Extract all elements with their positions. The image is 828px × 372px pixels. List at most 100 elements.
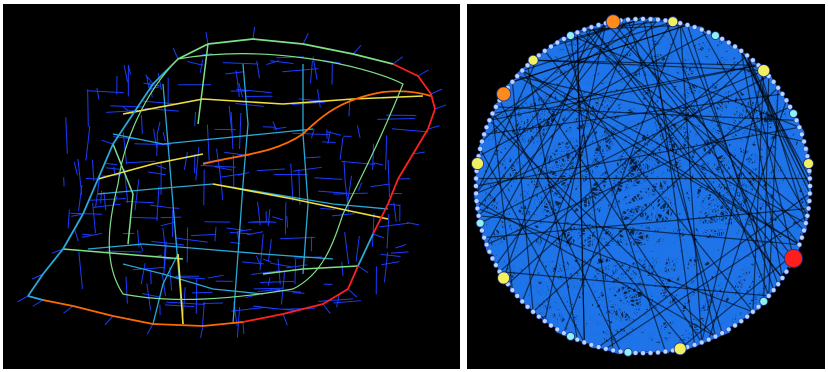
graph-node <box>783 97 790 104</box>
graph-edge-gap <box>475 55 540 194</box>
street-segment <box>125 276 128 304</box>
ring-road-segment <box>177 43 209 60</box>
street-segment <box>284 202 287 235</box>
graph-edge-gap <box>746 55 810 209</box>
street-segment <box>318 190 347 194</box>
graph-node <box>803 220 809 226</box>
ring-road-segment <box>352 53 394 65</box>
graph-edge-gap <box>489 64 759 121</box>
street-segment <box>282 313 288 326</box>
graph-node <box>561 330 567 336</box>
graph-node-highlight <box>475 218 485 228</box>
graph-node <box>542 48 548 54</box>
street-segment <box>214 227 217 242</box>
street-segment <box>355 235 360 262</box>
graph-node <box>475 213 482 219</box>
street-segment <box>78 184 83 212</box>
graph-edge-gap <box>512 24 688 83</box>
graph-node-highlight <box>673 342 687 356</box>
ring-road-segment <box>207 38 254 45</box>
graph-node <box>805 205 812 212</box>
graph-edge <box>657 19 811 194</box>
ring-road-segment <box>112 315 154 325</box>
street-segment <box>344 232 350 265</box>
graph-node-highlight <box>497 271 511 285</box>
street-segment <box>125 200 154 204</box>
graph-node <box>617 348 624 355</box>
street-network-map <box>17 27 447 338</box>
street-segment <box>387 159 390 197</box>
graph-node <box>640 16 646 22</box>
ring-road-segment <box>430 93 436 110</box>
street-segment <box>207 274 224 279</box>
graph-node <box>766 293 772 299</box>
graph-node <box>744 52 750 59</box>
ring-road-segment <box>152 323 204 327</box>
street-segment <box>146 283 152 311</box>
graph-node <box>554 326 561 333</box>
graph-node <box>801 227 807 234</box>
graph-node <box>807 190 813 197</box>
graph-node-highlight <box>623 347 633 357</box>
street-segment <box>294 259 297 285</box>
graph-edge-gap <box>627 19 723 334</box>
graph-node <box>489 110 496 117</box>
ring-road-segment <box>357 233 374 267</box>
street-segment <box>239 112 242 149</box>
street-segment <box>372 162 384 166</box>
graph-edge <box>521 113 794 302</box>
street-segment <box>395 243 407 249</box>
graph-node <box>719 36 725 42</box>
street-segment <box>386 213 390 249</box>
street-segment <box>327 130 331 144</box>
street-segment <box>270 262 292 268</box>
graph-edge-gap <box>492 64 759 115</box>
graph-node <box>489 255 496 262</box>
graph-edge-gap <box>664 20 770 297</box>
street-segment <box>123 65 129 83</box>
graph-edge <box>728 60 754 330</box>
street-segment <box>242 321 245 335</box>
graph-edge-gap <box>583 29 783 279</box>
street-segment <box>146 323 154 335</box>
street-segment <box>231 306 268 312</box>
street-segment <box>434 104 447 110</box>
graph-edge <box>485 243 667 354</box>
street-segment <box>214 166 233 171</box>
graph-node <box>712 333 719 340</box>
street-segment <box>199 59 204 74</box>
street-segment <box>200 164 236 168</box>
graph-node <box>807 183 813 189</box>
graph-edge-gap <box>605 215 808 350</box>
street-segment <box>267 239 272 262</box>
graph-edge <box>483 22 681 239</box>
graph-node-highlight <box>757 64 771 77</box>
street-medium <box>152 253 179 325</box>
graph-node <box>486 117 493 124</box>
graph-edge-gap <box>550 18 644 48</box>
street-segment <box>160 221 175 227</box>
street-segment <box>176 276 206 280</box>
ring-road-segment <box>62 213 84 250</box>
street-segment <box>92 203 121 209</box>
street-segment <box>280 272 286 305</box>
graph-node <box>473 183 479 189</box>
street-arterial <box>212 183 389 220</box>
street-segment <box>31 273 44 280</box>
graph-node <box>595 344 602 350</box>
street-segment <box>238 82 244 98</box>
graph-node <box>803 146 809 152</box>
street-medium <box>232 63 249 325</box>
graph-node <box>647 350 654 356</box>
graph-node <box>705 29 712 36</box>
graph-node <box>479 227 485 234</box>
graph-node <box>775 85 781 91</box>
street-segment <box>257 201 261 226</box>
graph-node <box>705 336 712 343</box>
street-segment <box>141 293 161 298</box>
street-segment <box>377 118 415 120</box>
street-segment <box>156 121 161 136</box>
graph-edge <box>527 306 702 343</box>
street-segment <box>310 128 315 139</box>
graph-edge-gap <box>533 59 764 72</box>
